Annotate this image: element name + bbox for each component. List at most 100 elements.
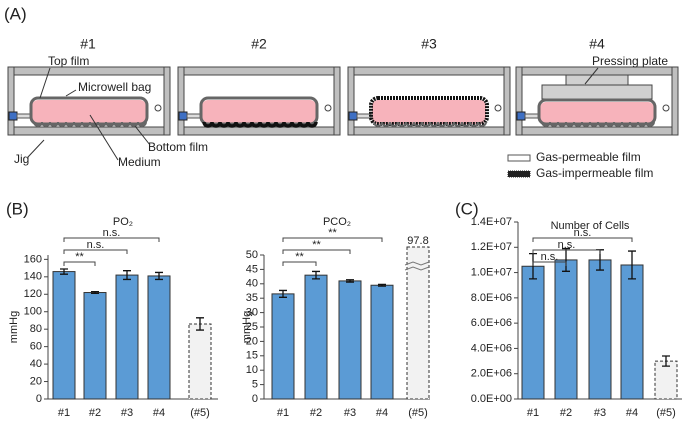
error-bar — [562, 247, 570, 272]
significance-bracket — [63, 261, 96, 266]
y-tick-label: 20 — [30, 375, 42, 387]
significance-label: ** — [328, 227, 337, 239]
medium — [32, 100, 146, 124]
y-tick-label: 0.0E+00 — [471, 393, 512, 405]
error-bar — [312, 270, 320, 280]
bottom-film — [33, 121, 147, 127]
label: Top film — [48, 54, 89, 68]
bar — [147, 275, 171, 400]
y-tick-label: 140 — [24, 271, 42, 283]
port — [8, 111, 18, 121]
significance-label: n.s. — [574, 227, 592, 239]
legend-swatch — [507, 154, 531, 162]
label: Pressing plate — [592, 54, 668, 68]
x-tick-label: #2 — [560, 407, 572, 419]
y-tick-label: 0 — [252, 393, 258, 405]
significance-bracket — [532, 249, 601, 254]
bottom-film — [373, 121, 487, 127]
jig — [671, 66, 679, 136]
y-tick-label: 25 — [246, 321, 258, 333]
y-tick-label: 30 — [246, 307, 258, 319]
bar — [115, 274, 139, 400]
jig — [7, 126, 171, 136]
y-tick-label: 0 — [36, 393, 42, 405]
medium — [540, 102, 654, 124]
bottom-film — [202, 121, 318, 128]
significance-label: ** — [295, 251, 304, 263]
jig — [333, 66, 341, 136]
bar — [521, 265, 545, 400]
jig — [177, 126, 341, 136]
y-tick-label: 1.2E+07 — [471, 241, 512, 253]
significance-bracket — [532, 237, 633, 242]
pressing-plate — [565, 74, 629, 86]
y-tick-label: 2.0E+06 — [471, 368, 512, 380]
y-tick-label: 40 — [30, 358, 42, 370]
error-bar — [346, 279, 354, 283]
y-tick-label: 15 — [246, 350, 258, 362]
bar — [370, 284, 394, 400]
panel-label: (C) — [455, 199, 479, 218]
tube — [186, 113, 202, 119]
jig — [503, 66, 511, 136]
bar — [406, 246, 430, 400]
pin — [154, 104, 162, 112]
y-tick-label: 100 — [24, 306, 42, 318]
tube — [16, 113, 32, 119]
y-tick-label: 8.0E+06 — [471, 292, 512, 304]
bar — [83, 292, 107, 400]
bar — [188, 323, 212, 400]
jig — [177, 66, 341, 76]
y-tick-label: 4.0E+06 — [471, 342, 512, 354]
y-tick-label: 6.0E+06 — [471, 317, 512, 329]
x-tick-label: #3 — [594, 407, 606, 419]
bar — [52, 271, 76, 400]
significance-bracket — [282, 237, 383, 242]
x-tick-label: #4 — [153, 407, 165, 419]
x-tick-label: #1 — [277, 407, 289, 419]
jig — [515, 126, 679, 136]
significance-bracket — [282, 249, 351, 254]
tube — [524, 113, 540, 119]
value-label: 97.8 — [407, 235, 428, 247]
jig — [7, 66, 171, 76]
pin — [662, 104, 670, 112]
jig — [347, 66, 355, 136]
chart-title: PCO₂ — [323, 216, 351, 228]
y-tick-label: 120 — [24, 288, 42, 300]
diagrams — [7, 66, 679, 136]
pin — [494, 104, 502, 112]
bar — [338, 280, 362, 400]
label: Medium — [118, 155, 161, 169]
significance-label: n.s. — [541, 251, 559, 263]
error-bar — [155, 271, 163, 281]
tube — [356, 113, 372, 119]
x-tick-label: #1 — [58, 407, 70, 419]
significance-bracket — [282, 261, 317, 266]
medium — [202, 100, 316, 124]
port — [178, 111, 188, 121]
label: Microwell bag — [78, 80, 151, 94]
error-bar — [91, 291, 99, 295]
x-tick-label: #3 — [121, 407, 133, 419]
y-tick-label: 20 — [246, 335, 258, 347]
port — [516, 111, 526, 121]
condition-label: #2 — [251, 36, 267, 52]
x-tick-label: #3 — [344, 407, 356, 419]
significance-bracket — [532, 261, 567, 266]
y-axis-label: mmHg — [8, 311, 20, 343]
significance-bracket — [63, 249, 128, 254]
pin — [324, 104, 332, 112]
significance-label: ** — [75, 251, 84, 263]
axis-break — [404, 261, 430, 271]
port — [348, 111, 358, 121]
x-tick-label: #2 — [89, 407, 101, 419]
bottom-film — [541, 121, 655, 127]
y-tick-label: 1.0E+07 — [471, 266, 512, 278]
y-tick-label: 5 — [252, 379, 258, 391]
condition-label: #3 — [421, 36, 437, 52]
bar — [620, 264, 644, 400]
significance-bracket — [63, 237, 160, 242]
y-tick-label: 60 — [30, 341, 42, 353]
